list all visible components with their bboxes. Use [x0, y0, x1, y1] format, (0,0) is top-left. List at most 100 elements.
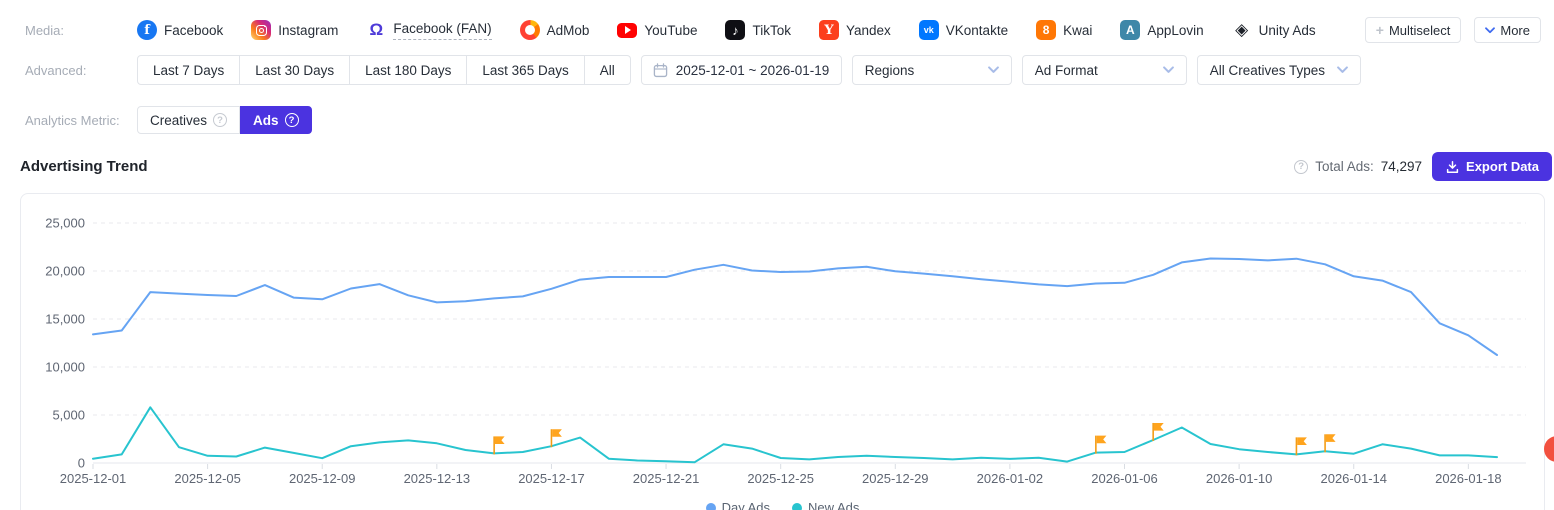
trend-chart: 0 5,000 10,000 15,000 20,000 25,000 2025-12-01…: [45, 216, 1526, 486]
series-line-day-ads: [92, 257, 1498, 356]
total-ads: ? Total Ads: 74,297: [1294, 159, 1422, 174]
media-item-facebook-fan[interactable]: Ω Facebook (FAN): [366, 20, 492, 40]
x-axis-tick: 2026-01-10: [1206, 471, 1273, 486]
multiselect-button[interactable]: + Multiselect: [1364, 17, 1462, 43]
x-axis-tick: 2025-12-01: [60, 471, 127, 486]
media-row-actions: + Multiselect More: [1364, 17, 1541, 43]
yandex-icon: Y: [818, 20, 839, 40]
total-ads-label: Total Ads:: [1315, 159, 1374, 174]
series-line-new-ads: [92, 406, 1498, 464]
media-item-unity-ads[interactable]: ◈ Unity Ads: [1232, 20, 1316, 40]
section-title: Advertising Trend: [20, 158, 148, 175]
media-item-tiktok[interactable]: ♪ TikTok: [725, 20, 791, 40]
admob-icon: [519, 20, 540, 40]
export-data-button[interactable]: Export Data: [1432, 152, 1552, 181]
x-axis-tick: 2026-01-18: [1435, 471, 1502, 486]
x-axis-tick: 2025-12-05: [174, 471, 241, 486]
event-flag-icon[interactable]: [1152, 422, 1164, 441]
dropdown-ad-format[interactable]: Ad Format: [1021, 55, 1187, 85]
media-item-applovin[interactable]: A AppLovin: [1120, 20, 1204, 40]
media-list: f Facebook Instagram Ω Facebook (FAN) AdMob Yo…: [137, 20, 1316, 40]
event-flag-icon[interactable]: [1295, 437, 1307, 456]
media-item-instagram[interactable]: Instagram: [251, 20, 338, 40]
quick-range-last-7-days[interactable]: Last 7 Days: [137, 55, 241, 85]
media-item-kwai[interactable]: 8 Kwai: [1036, 20, 1092, 40]
dropdown-label: Ad Format: [1034, 62, 1098, 78]
media-item-label: Instagram: [278, 22, 339, 38]
media-item-label: Facebook: [164, 22, 224, 38]
plus-icon: +: [1375, 22, 1384, 38]
help-icon: ?: [213, 113, 228, 127]
quick-range-last-30-days[interactable]: Last 30 Days: [240, 55, 351, 85]
advanced-dropdowns: Regions Ad Format All Creatives Types: [842, 55, 1361, 85]
quick-range-last-180-days[interactable]: Last 180 Days: [350, 55, 468, 85]
kwai-icon: 8: [1036, 20, 1057, 40]
applovin-icon: A: [1120, 20, 1141, 40]
facebook-fan-icon: Ω: [369, 20, 384, 39]
download-icon: [1446, 160, 1459, 173]
help-icon: ?: [284, 113, 299, 127]
quick-range-all[interactable]: All: [584, 55, 631, 85]
instagram-icon: [251, 20, 272, 40]
event-flag-icon[interactable]: [1095, 435, 1107, 454]
media-item-youtube[interactable]: YouTube: [617, 22, 697, 38]
y-axis-tick: 15,000: [45, 312, 85, 327]
chart-legend: Day Ads New Ads: [21, 500, 1544, 510]
legend-dot: [792, 502, 803, 510]
event-flag-icon[interactable]: [550, 429, 562, 448]
chevron-down-icon: [1336, 66, 1348, 73]
y-axis-tick: 10,000: [45, 360, 85, 375]
media-item-label: TikTok: [752, 22, 791, 38]
media-item-yandex[interactable]: Y Yandex: [818, 20, 891, 40]
media-item-label: AdMob: [546, 22, 590, 38]
event-flag-icon[interactable]: [1324, 434, 1336, 453]
metric-toggle-group: Creatives? Ads?: [137, 106, 312, 134]
x-axis-tick: 2025-12-21: [633, 471, 700, 486]
calendar-icon: [653, 62, 667, 77]
legend-item-new-ads[interactable]: New Ads: [792, 500, 859, 510]
x-axis-tick: 2025-12-13: [404, 471, 471, 486]
dropdown-regions[interactable]: Regions: [851, 55, 1012, 85]
legend-dot: [705, 502, 716, 510]
y-axis-tick: 25,000: [45, 216, 85, 231]
analytics-metric-row: Analytics Metric: Creatives? Ads?: [0, 106, 1554, 134]
date-range-picker[interactable]: 2025-12-01 ~ 2026-01-19: [640, 55, 842, 85]
media-item-label: AppLovin: [1147, 22, 1204, 38]
floating-action-button[interactable]: [1544, 436, 1554, 462]
media-row-label: Media:: [25, 22, 65, 38]
event-flag-icon[interactable]: [493, 436, 505, 455]
advanced-filter-row: Advanced: Last 7 Days Last 30 Days Last 18…: [0, 54, 1554, 86]
advertising-trend-chart-card: 0 5,000 10,000 15,000 20,000 25,000 2025-12-01…: [20, 193, 1545, 510]
chevron-down-icon: [1162, 66, 1174, 73]
more-button[interactable]: More: [1474, 17, 1541, 43]
media-item-label: Unity Ads: [1258, 22, 1316, 38]
quick-range-group: Last 7 Days Last 30 Days Last 180 Days Last…: [137, 55, 631, 85]
advanced-row-label: Advanced:: [25, 62, 87, 78]
help-icon[interactable]: ?: [1294, 159, 1309, 174]
youtube-icon: [617, 22, 638, 38]
media-item-vkontakte[interactable]: vk VKontakte: [918, 20, 1009, 40]
chevron-down-icon: [987, 66, 999, 73]
multiselect-label: Multiselect: [1388, 22, 1451, 38]
dropdown-label: All Creatives Types: [1209, 62, 1326, 78]
media-item-facebook[interactable]: f Facebook: [137, 20, 223, 40]
media-item-label: Kwai: [1063, 22, 1093, 38]
y-axis-tick: 5,000: [52, 408, 85, 423]
tiktok-icon: ♪: [725, 20, 746, 40]
dropdown-all-creatives-types[interactable]: All Creatives Types: [1196, 55, 1361, 85]
media-item-label: Facebook (FAN): [393, 21, 492, 40]
x-axis-tick: 2025-12-09: [289, 471, 356, 486]
media-item-label: VKontakte: [945, 22, 1009, 38]
quick-range-last-365-days[interactable]: Last 365 Days: [467, 55, 585, 85]
y-axis-tick: 20,000: [45, 264, 85, 279]
x-axis-tick: 2026-01-02: [977, 471, 1044, 486]
metric-row-label: Analytics Metric:: [25, 112, 120, 128]
x-axis-tick: 2026-01-06: [1091, 471, 1158, 486]
metric-option-ads[interactable]: Ads?: [240, 106, 312, 134]
metric-option-creatives[interactable]: Creatives?: [137, 106, 241, 134]
metric-option-label: Creatives: [150, 112, 208, 128]
export-data-label: Export Data: [1466, 159, 1539, 174]
media-item-admob[interactable]: AdMob: [519, 20, 590, 40]
vkontakte-icon: vk: [918, 20, 939, 40]
legend-item-day-ads[interactable]: Day Ads: [705, 500, 770, 510]
